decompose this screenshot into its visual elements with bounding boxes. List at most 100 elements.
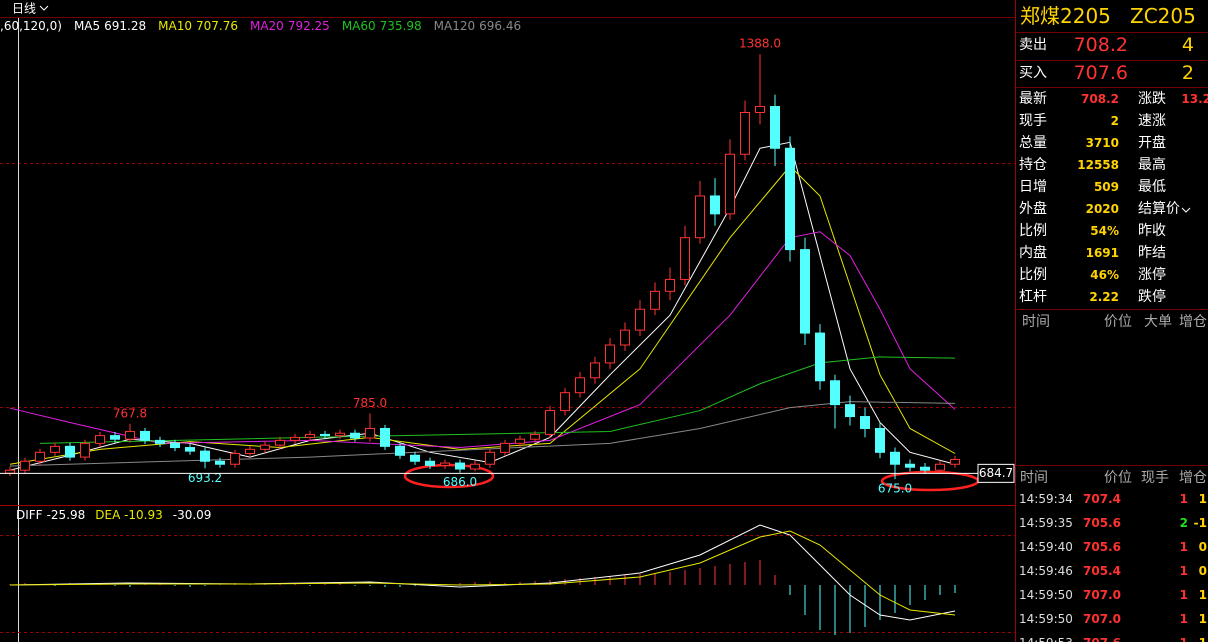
macd-value: -25.98 xyxy=(47,508,86,522)
candle-body xyxy=(635,308,645,331)
order-price: 707.6 xyxy=(1073,62,1128,84)
price-annotation: 1388.0 xyxy=(739,37,781,51)
candle-body xyxy=(935,463,945,471)
stat-label: 最高 xyxy=(1138,157,1166,173)
tick-price: 707.4 xyxy=(1083,492,1121,506)
tick-change: 1 xyxy=(1198,588,1207,602)
stat-value: 2 xyxy=(1110,114,1119,128)
candle-body xyxy=(260,444,270,450)
stat-label: 跌停 xyxy=(1138,289,1166,305)
column-header: 价位 xyxy=(1104,470,1132,486)
tick-change: 1 xyxy=(1198,612,1207,626)
order-price: 708.2 xyxy=(1073,34,1128,56)
candle-body xyxy=(485,451,495,465)
stat-label: 涨跌 xyxy=(1138,91,1166,107)
separator xyxy=(1016,32,1208,33)
last-price-label: 684.7 xyxy=(979,466,1013,480)
candle-body xyxy=(680,237,690,280)
candle-body xyxy=(110,435,120,440)
column-header: 时间 xyxy=(1020,470,1048,486)
candle-body xyxy=(560,392,570,412)
candle-body xyxy=(695,195,705,239)
dropdown-icon[interactable] xyxy=(1180,205,1192,215)
candle-body xyxy=(530,433,540,440)
candle-body xyxy=(335,432,345,437)
candle-body xyxy=(5,469,15,474)
candle-body xyxy=(365,427,375,439)
stat-label: 昨收 xyxy=(1138,223,1166,239)
candle-body xyxy=(830,380,840,406)
stat-label: 开盘 xyxy=(1138,135,1166,151)
candle-body xyxy=(215,460,225,465)
dropdown-icon[interactable] xyxy=(39,5,49,11)
candle-body xyxy=(35,451,45,462)
ma-value: 696.46 xyxy=(479,19,521,33)
stat-value: 708.2 xyxy=(1081,92,1119,106)
order-label: 卖出 xyxy=(1019,37,1047,53)
candle-body xyxy=(65,445,75,458)
candle-body xyxy=(320,433,330,437)
stat-label: 总量 xyxy=(1019,135,1047,151)
tick-price: 707.6 xyxy=(1083,635,1121,642)
stat-value: 54% xyxy=(1090,224,1119,238)
candle-body xyxy=(395,445,405,456)
candle-body xyxy=(545,410,555,435)
tick-volume: 2 xyxy=(1179,516,1188,530)
quote-panel: 郑煤2205 ZC205 卖出 708.2 4 买入 707.6 2 最新 708.2 涨跌 13.2… xyxy=(1015,0,1208,642)
candle-body xyxy=(50,445,60,453)
macd-value: -30.09 xyxy=(173,508,212,522)
tick-volume: 1 xyxy=(1179,612,1188,626)
stat-label: 杠杆 xyxy=(1019,289,1047,305)
candle-body xyxy=(890,451,900,465)
candle-body xyxy=(140,430,150,441)
candle-body xyxy=(755,106,765,113)
stat-label: 涨停 xyxy=(1138,267,1166,283)
macd-legend: DIFF -25.98 DEA -10.93 -30.09 xyxy=(16,508,211,522)
candle-body xyxy=(290,436,300,441)
stat-value: 2020 xyxy=(1085,202,1119,216)
tick-change: 0 xyxy=(1198,540,1207,554)
macd-name: DEA xyxy=(95,508,121,522)
indicator-params: ,60,120,0) xyxy=(0,19,62,33)
tick-time: 14:59:50 xyxy=(1019,588,1073,602)
candle-body xyxy=(650,290,660,310)
period-selector[interactable]: 日线 xyxy=(12,2,36,16)
candle-body xyxy=(740,112,750,155)
column-header: 增仓 xyxy=(1179,314,1207,330)
candle-body xyxy=(125,430,135,440)
tick-time: 14:59:53 xyxy=(1019,635,1073,642)
candle-body xyxy=(665,278,675,292)
candle-body xyxy=(410,454,420,462)
tick-change: 1 xyxy=(1198,492,1207,506)
instrument-name: 郑煤2205 xyxy=(1020,4,1111,28)
candle-body xyxy=(500,442,510,453)
candle-body xyxy=(905,463,915,468)
ma-line xyxy=(9,165,956,465)
tick-time: 14:59:34 xyxy=(1019,492,1073,506)
candle-body xyxy=(455,462,465,470)
column-header: 增仓 xyxy=(1179,470,1207,486)
tick-change: -1 xyxy=(1193,516,1207,530)
stat-label: 昨结 xyxy=(1138,245,1166,261)
tick-price: 707.0 xyxy=(1083,612,1121,626)
separator xyxy=(1016,465,1208,466)
last-price-box xyxy=(977,463,1015,483)
candle-body xyxy=(785,147,795,251)
stat-value: 13.2 xyxy=(1181,92,1208,106)
tick-price: 705.6 xyxy=(1083,540,1121,554)
candle-body xyxy=(470,463,480,470)
separator xyxy=(1016,60,1208,61)
tick-price: 707.0 xyxy=(1083,588,1121,602)
candle-body xyxy=(590,362,600,379)
ma-name: MA120 xyxy=(434,19,475,33)
candle-body xyxy=(245,448,255,455)
macd-line xyxy=(9,530,956,616)
tick-volume: 1 xyxy=(1179,540,1188,554)
ma-name: MA10 xyxy=(158,19,192,33)
ma-legend: ,60,120,0) MA5 691.28 MA10 707.76 MA20 792.25 M… xyxy=(0,19,521,33)
column-header: 价位 xyxy=(1104,314,1132,330)
macd-name: DIFF xyxy=(16,508,43,522)
candle-body xyxy=(515,438,525,444)
tick-price: 705.6 xyxy=(1083,516,1121,530)
tick-time: 14:59:40 xyxy=(1019,540,1073,554)
